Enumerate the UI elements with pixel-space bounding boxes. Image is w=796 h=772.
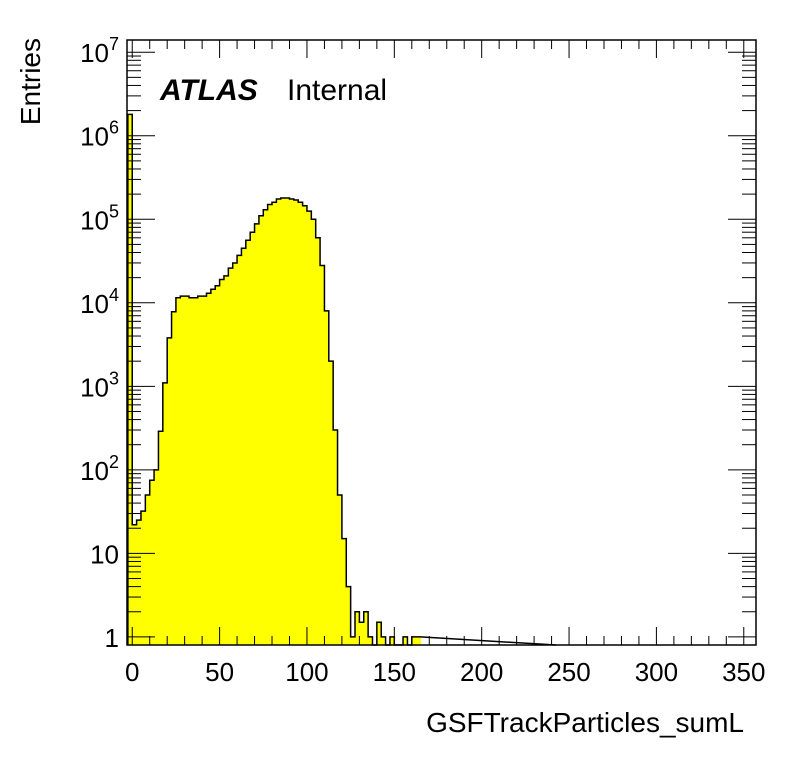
histogram-bar [416, 636, 421, 645]
histogram-bar [263, 209, 269, 645]
y-axis-title: Entries [15, 38, 46, 125]
histogram-bar [171, 311, 177, 645]
histogram-bar [162, 382, 168, 645]
histogram-bar [223, 275, 229, 645]
histogram-bar [145, 494, 151, 645]
histogram-bar [302, 205, 308, 645]
histogram-bar [250, 232, 255, 645]
histogram-bar [285, 197, 290, 645]
histogram-bar [228, 268, 234, 645]
histogram-bar [232, 262, 238, 645]
x-tick-label: 50 [205, 657, 234, 687]
histogram-bar [359, 622, 365, 645]
histogram-bar [355, 611, 360, 645]
histogram-bar [346, 586, 352, 645]
histogram-bar [341, 538, 347, 645]
y-tick-label: 102 [80, 452, 119, 486]
histogram-bar [241, 248, 247, 646]
x-tick-label: 100 [285, 657, 328, 687]
histogram-bar [237, 255, 242, 645]
y-axis-ticks [127, 51, 756, 638]
histogram-bar [389, 636, 395, 645]
histogram-bar [140, 511, 146, 645]
y-tick-label: 10 [90, 539, 119, 569]
histogram-bar [368, 636, 373, 645]
y-tick-label: 106 [80, 118, 119, 152]
histogram-bar [289, 198, 295, 645]
histogram-bar [337, 494, 343, 645]
histogram-bar [276, 198, 282, 645]
histogram-bar [136, 520, 142, 645]
y-axis-tick-labels: 1 10 102 103 104 105 106 107 [80, 34, 119, 653]
histogram-bar [306, 211, 312, 646]
histogram-bar [210, 289, 216, 645]
y-tick-label: 103 [80, 368, 119, 402]
histogram-bar [127, 114, 133, 645]
histogram-bar [272, 202, 277, 645]
histogram-bar [280, 197, 286, 645]
histogram-bar [293, 200, 299, 645]
histogram-bar [184, 296, 190, 645]
histogram-bar [206, 293, 212, 645]
x-tick-label: 150 [373, 657, 416, 687]
histogram-bars [127, 114, 421, 646]
histogram-bar [193, 297, 199, 645]
histogram-bar [403, 636, 408, 645]
histogram-bar [202, 296, 207, 645]
atlas-label: ATLAS [159, 74, 258, 107]
histogram-bar [298, 202, 303, 645]
histogram-bar [167, 337, 172, 645]
histogram-bar [324, 310, 330, 645]
x-tick-label: 350 [722, 657, 765, 687]
histogram-outline [127, 113, 556, 646]
histogram-bar [175, 297, 181, 645]
histogram-bar [254, 223, 260, 645]
x-tick-label: 300 [635, 657, 678, 687]
histogram-bar [258, 215, 264, 645]
histogram-bar [189, 297, 194, 645]
histogram-bar [158, 431, 164, 645]
histogram-bar [132, 524, 138, 645]
y-tick-label: 107 [80, 34, 119, 68]
x-tick-label: 250 [547, 657, 590, 687]
histogram-bar [219, 279, 225, 645]
y-tick-label: 1 [105, 623, 119, 653]
x-tick-label: 0 [125, 657, 139, 687]
histogram-bar [154, 469, 159, 645]
histogram-bar [363, 611, 369, 645]
histogram-bar [245, 240, 251, 646]
histogram-bar [376, 622, 382, 645]
histogram-bar [311, 219, 317, 645]
histogram-bar [267, 204, 273, 646]
internal-label: Internal [287, 74, 387, 107]
histogram-bar [149, 480, 155, 645]
plot-frame [126, 39, 757, 646]
histogram-bar [411, 636, 417, 645]
x-tick-label: 200 [460, 657, 503, 687]
x-axis-title: GSFTrackParticles_sumL [426, 707, 744, 738]
histogram-bar [180, 296, 186, 645]
histogram-bar [215, 285, 220, 645]
histogram-bar [333, 430, 338, 645]
y-tick-label: 104 [80, 285, 119, 319]
histogram-bar [320, 265, 325, 645]
x-axis-tick-labels: 0 50 100 150 200 250 300 350 [125, 657, 765, 687]
histogram-bar [315, 237, 321, 646]
x-axis-ticks [131, 40, 745, 645]
histogram-bar [381, 636, 386, 645]
histogram-bar [197, 296, 203, 645]
histogram-bar [350, 636, 356, 645]
y-tick-label: 105 [80, 201, 119, 235]
histogram-bar [328, 361, 334, 645]
